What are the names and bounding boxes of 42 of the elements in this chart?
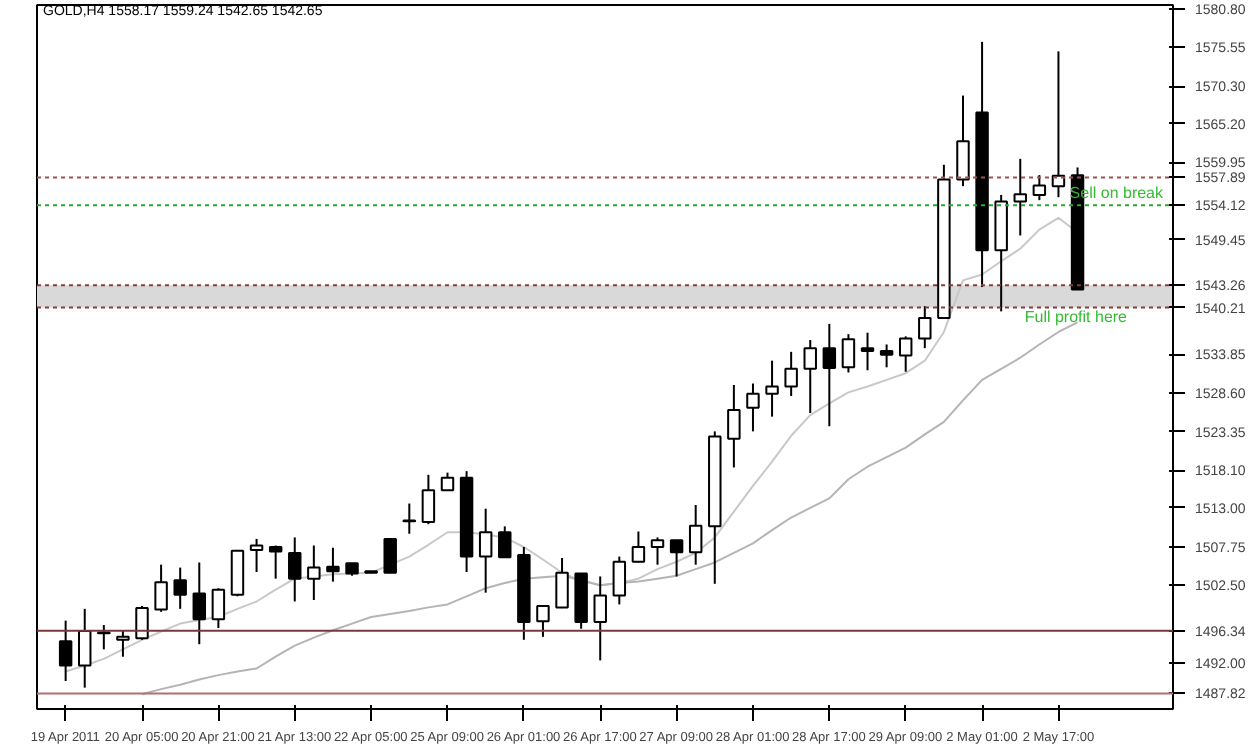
candlestick: [154, 563, 168, 613]
candlestick: [879, 343, 894, 369]
annotation: Full profit here: [1024, 308, 1129, 326]
candlestick: [421, 473, 436, 526]
annotation: Sell on break: [1069, 184, 1165, 202]
candlestick: [650, 536, 665, 566]
candlestick: [918, 305, 932, 350]
candlestick: [402, 502, 417, 535]
candlestick: [268, 544, 283, 580]
candlestick: [860, 331, 875, 372]
candlestick: [1013, 157, 1027, 237]
candlestick: [249, 537, 264, 574]
candlestick: [478, 507, 493, 594]
candlestick: [288, 536, 302, 603]
candlestick: [688, 504, 703, 566]
candlestick: [555, 557, 569, 610]
candlestick: [307, 544, 321, 602]
candlestick: [841, 333, 856, 374]
candlestick: [727, 383, 741, 469]
candlestick: [116, 629, 130, 658]
candlestick: [135, 604, 149, 641]
candlestick: [498, 525, 512, 559]
candlestick: [536, 604, 550, 638]
candlestick: [746, 382, 760, 433]
candlestick: [784, 350, 798, 398]
candlestick: [765, 359, 779, 418]
candlestick: [78, 607, 92, 689]
candlestick: [669, 539, 684, 578]
candlestick: [326, 546, 340, 583]
candlestick: [631, 530, 646, 564]
candlestick: [822, 322, 837, 428]
candlestick: [383, 537, 397, 574]
candlestick: [898, 335, 913, 373]
candlestick: [1032, 174, 1047, 202]
candlestick: [211, 587, 226, 629]
candlestick: [593, 575, 607, 662]
candlestick: [173, 566, 187, 610]
candlestick: [58, 619, 73, 683]
candlestick: [956, 94, 970, 188]
candlestick: [192, 561, 207, 646]
candlestick: [803, 339, 817, 414]
candlestick: [612, 555, 627, 606]
